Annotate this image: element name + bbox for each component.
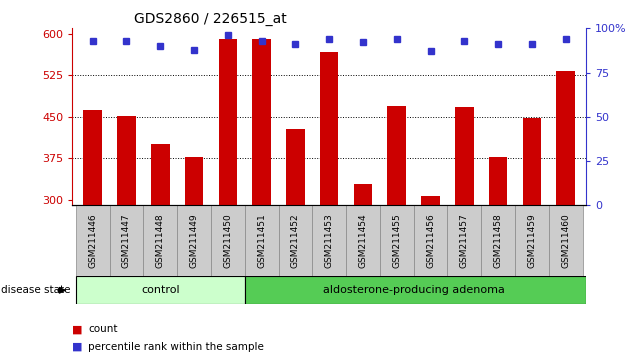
Text: GSM211459: GSM211459 (527, 213, 536, 268)
FancyBboxPatch shape (312, 205, 346, 276)
Bar (455, 107, 474, 205)
FancyBboxPatch shape (346, 205, 380, 276)
Text: GSM211453: GSM211453 (324, 213, 334, 268)
Text: GSM211456: GSM211456 (426, 213, 435, 268)
Text: count: count (88, 324, 118, 334)
FancyBboxPatch shape (110, 205, 144, 276)
Text: GSM211446: GSM211446 (88, 213, 97, 268)
Text: control: control (141, 285, 180, 295)
Text: GSM211450: GSM211450 (224, 213, 232, 268)
FancyBboxPatch shape (244, 276, 586, 304)
Bar (151, 144, 169, 205)
Bar (117, 116, 136, 205)
Bar (353, 184, 372, 205)
Text: GSM211452: GSM211452 (291, 213, 300, 268)
FancyBboxPatch shape (76, 205, 110, 276)
Text: GSM211449: GSM211449 (190, 213, 198, 268)
FancyBboxPatch shape (447, 205, 481, 276)
Text: aldosterone-producing adenoma: aldosterone-producing adenoma (323, 285, 505, 295)
Text: ■: ■ (72, 324, 83, 334)
FancyBboxPatch shape (549, 205, 583, 276)
Bar (522, 118, 541, 205)
Text: percentile rank within the sample: percentile rank within the sample (88, 342, 264, 352)
Bar (387, 106, 406, 205)
Text: GSM211458: GSM211458 (493, 213, 503, 268)
FancyBboxPatch shape (481, 205, 515, 276)
FancyBboxPatch shape (177, 205, 211, 276)
Text: GSM211455: GSM211455 (392, 213, 401, 268)
Text: GSM211460: GSM211460 (561, 213, 570, 268)
Bar (219, 39, 237, 205)
FancyBboxPatch shape (414, 205, 447, 276)
Bar (286, 129, 305, 205)
FancyBboxPatch shape (380, 205, 414, 276)
Bar (556, 71, 575, 205)
FancyBboxPatch shape (144, 205, 177, 276)
Text: GDS2860 / 226515_at: GDS2860 / 226515_at (134, 12, 287, 26)
FancyBboxPatch shape (244, 205, 278, 276)
Text: GSM211457: GSM211457 (460, 213, 469, 268)
Text: GSM211454: GSM211454 (358, 213, 367, 268)
FancyBboxPatch shape (278, 205, 312, 276)
FancyBboxPatch shape (515, 205, 549, 276)
Text: GSM211451: GSM211451 (257, 213, 266, 268)
Bar (185, 156, 203, 205)
Text: disease state: disease state (1, 285, 71, 295)
Text: GSM211448: GSM211448 (156, 213, 165, 268)
Text: GSM211447: GSM211447 (122, 213, 131, 268)
Bar (421, 196, 440, 205)
Bar (83, 110, 102, 205)
Text: ■: ■ (72, 342, 83, 352)
FancyBboxPatch shape (211, 205, 244, 276)
FancyBboxPatch shape (76, 276, 244, 304)
Bar (253, 39, 271, 205)
Bar (489, 156, 507, 205)
Bar (320, 52, 338, 205)
